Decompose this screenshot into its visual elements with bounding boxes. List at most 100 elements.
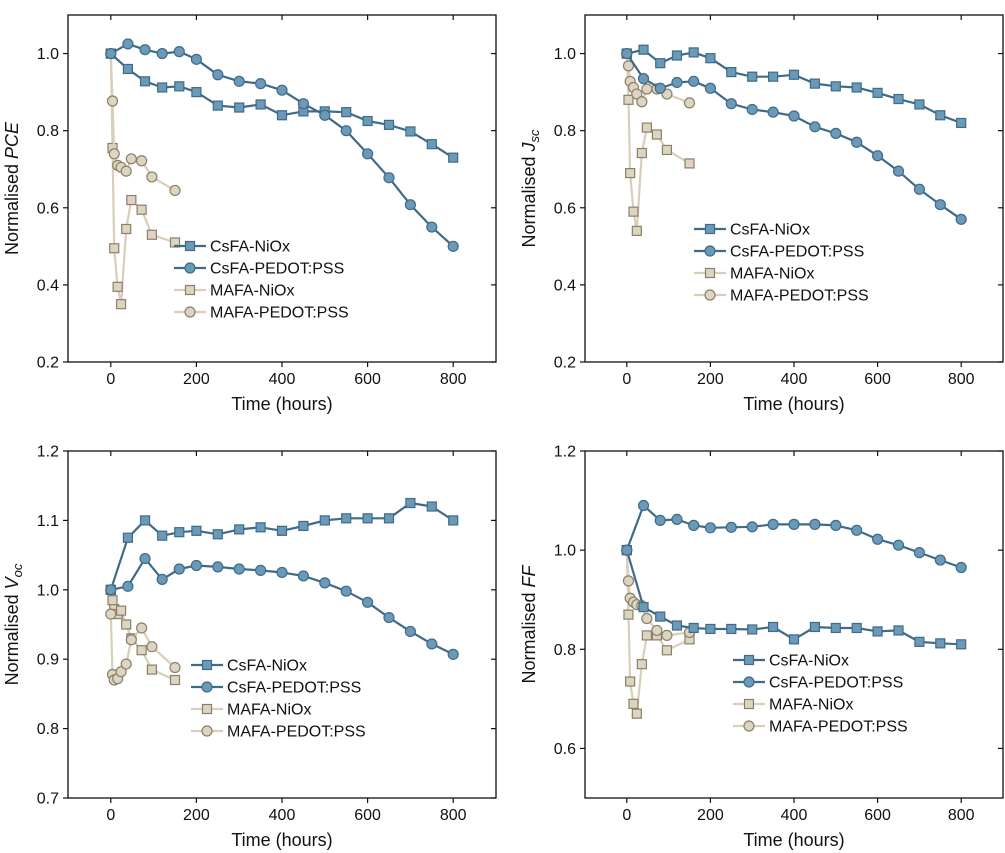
data-point [426,221,438,233]
y-tick-label: 0.8 [37,123,59,140]
data-point [726,66,737,78]
data-point [405,497,416,509]
data-point [746,521,758,533]
data-point [767,106,779,118]
data-point [297,98,309,110]
data-point [341,107,352,118]
series-csfa-pedot-pss [105,38,459,252]
data-point [122,63,134,75]
data-point [830,127,842,139]
data-point [625,167,636,179]
data-point [872,626,883,637]
data-point [169,674,181,686]
data-point [623,94,634,105]
data-point [383,172,395,184]
series-csfa-pedot-pss [105,552,459,660]
legend-entry: MAFA-NiOx [769,697,853,714]
legend: CsFA-NiOx CsFA-PEDOT:PSS MAFA-NiOx MAFA-PED… [191,658,366,741]
data-point [105,584,117,596]
x-tick-label: 400 [781,807,808,824]
y-tick-label: 0.6 [554,200,576,217]
data-point [319,109,331,121]
data-point [255,522,266,533]
data-point [383,611,395,624]
data-point [126,194,137,206]
x-tick-label: 600 [354,807,381,824]
data-point [871,533,884,545]
y-axis-label: Normalised Jsc [519,129,542,248]
data-point [157,530,168,541]
data-point [871,150,884,162]
legend-marker [184,284,196,296]
data-point [872,87,883,98]
data-point [671,620,683,631]
y-axis-label: Normalised PCE [2,121,22,255]
data-point [404,199,416,211]
x-tick-label: 600 [354,371,381,388]
data-point [654,514,666,527]
legend-entry: MAFA-PEDOT:PSS [769,719,908,736]
data-point [122,580,134,592]
data-point [122,38,134,50]
data-point [935,110,946,121]
x-tick-label: 600 [864,371,891,388]
data-point [139,515,151,526]
data-point [169,661,181,674]
series-line [625,53,691,232]
y-tick-label: 0.8 [554,642,576,659]
chart-panel-2: 0 200 400 600 800 Time (hours) 0.2 0.4 0.6 0.8 1.0… [519,14,1004,414]
data-point [851,136,863,148]
legend-entry: MAFA-PEDOT:PSS [730,288,869,305]
data-point [276,84,288,96]
y-axis-label: Normalised FF [519,564,539,683]
data-point [146,664,157,675]
data-point [671,513,683,526]
y-tick-label: 0.2 [37,355,59,372]
x-axis-label: Time (hours) [231,394,332,414]
data-point [934,199,946,211]
legend-entry: CsFA-PEDOT:PSS [210,261,344,278]
data-point [913,183,926,195]
plot-frame [584,14,1004,363]
data-point [688,47,699,58]
data-point [383,119,395,130]
legend-entry: CsFA-PEDOT:PSS [730,244,864,261]
data-point [851,524,863,536]
data-point [628,698,639,709]
legend-entry: MAFA-NiOx [210,283,294,300]
legend-marker [201,659,213,671]
data-point [767,518,779,530]
data-point [120,165,132,177]
legend-marker [184,262,196,274]
y-axis-label: Normalised Voc [2,563,25,685]
data-point [688,75,700,87]
legend-marker [184,306,196,318]
series-mafa-pedot-pss [105,608,181,686]
y-tick-label: 0.6 [554,741,576,758]
data-point [125,634,137,646]
legend-marker [743,720,755,732]
legend-entry: MAFA-NiOx [227,702,311,719]
legend-entry: CsFA-NiOx [769,653,849,670]
data-point [233,563,245,575]
series-line [625,550,690,715]
data-point [809,121,821,133]
data-point [636,147,647,159]
data-point [809,518,821,530]
data-point [115,299,127,310]
data-point [426,501,437,512]
data-point [125,153,137,165]
data-point [121,619,132,630]
y-tick-label: 1.1 [37,513,59,530]
legend-entry: CsFA-NiOx [227,658,307,675]
data-point [120,658,132,670]
legend-entry: CsFA-PEDOT:PSS [227,680,361,697]
data-point [636,96,648,108]
data-point [704,82,717,94]
data-point [628,206,639,217]
data-point [893,93,904,105]
series-csfa-pedot-pss [621,499,967,574]
legend-entry: CsFA-PEDOT:PSS [769,675,903,692]
data-point [655,611,666,622]
data-point [621,544,633,556]
